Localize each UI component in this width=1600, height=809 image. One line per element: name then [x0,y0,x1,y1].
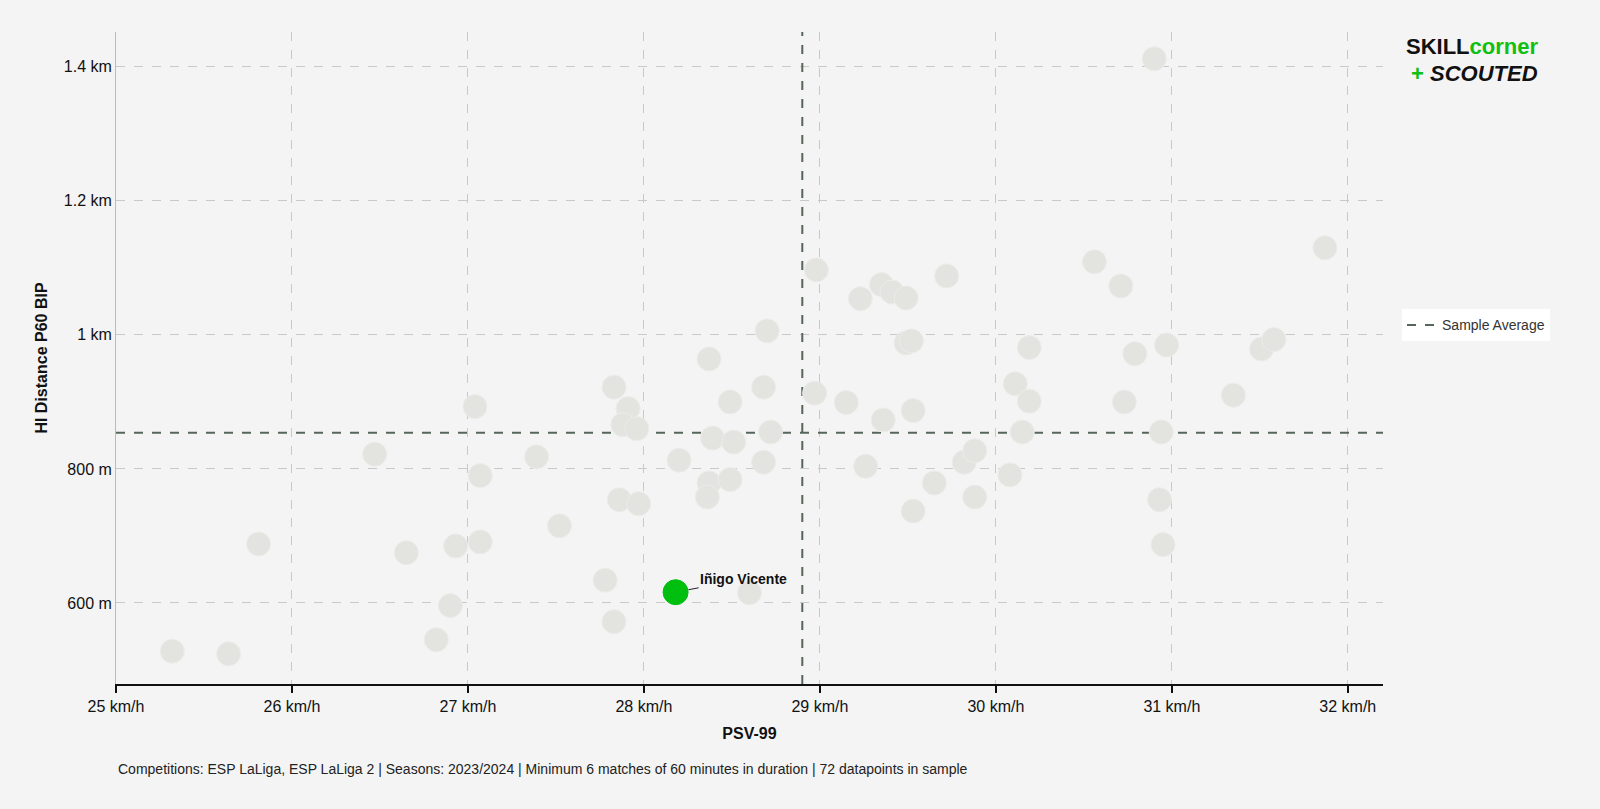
svg-text:31 km/h: 31 km/h [1143,698,1200,715]
svg-text:PSV-99: PSV-99 [722,725,776,742]
svg-text:Sample Average: Sample Average [1442,317,1545,333]
svg-text:1.2 km: 1.2 km [64,192,112,209]
svg-text:Iñigo Vicente: Iñigo Vicente [700,571,787,587]
svg-text:600 m: 600 m [67,595,111,612]
svg-text:SKILLcorner: SKILLcorner [1406,34,1538,59]
svg-text:30 km/h: 30 km/h [967,698,1024,715]
svg-text:27 km/h: 27 km/h [439,698,496,715]
svg-text:1.4 km: 1.4 km [64,58,112,75]
svg-text:1 km: 1 km [77,326,112,343]
svg-text:25 km/h: 25 km/h [88,698,145,715]
svg-text:Competitions: ESP LaLiga, ESP: Competitions: ESP LaLiga, ESP LaLiga 2 |… [118,761,968,777]
svg-text:32 km/h: 32 km/h [1319,698,1376,715]
svg-text:+ SCOUTED: + SCOUTED [1411,61,1538,86]
svg-text:HI Distance P60 BIP: HI Distance P60 BIP [33,282,50,434]
svg-text:800 m: 800 m [67,461,111,478]
svg-text:29 km/h: 29 km/h [791,698,848,715]
svg-text:26 km/h: 26 km/h [264,698,321,715]
svg-text:28 km/h: 28 km/h [615,698,672,715]
